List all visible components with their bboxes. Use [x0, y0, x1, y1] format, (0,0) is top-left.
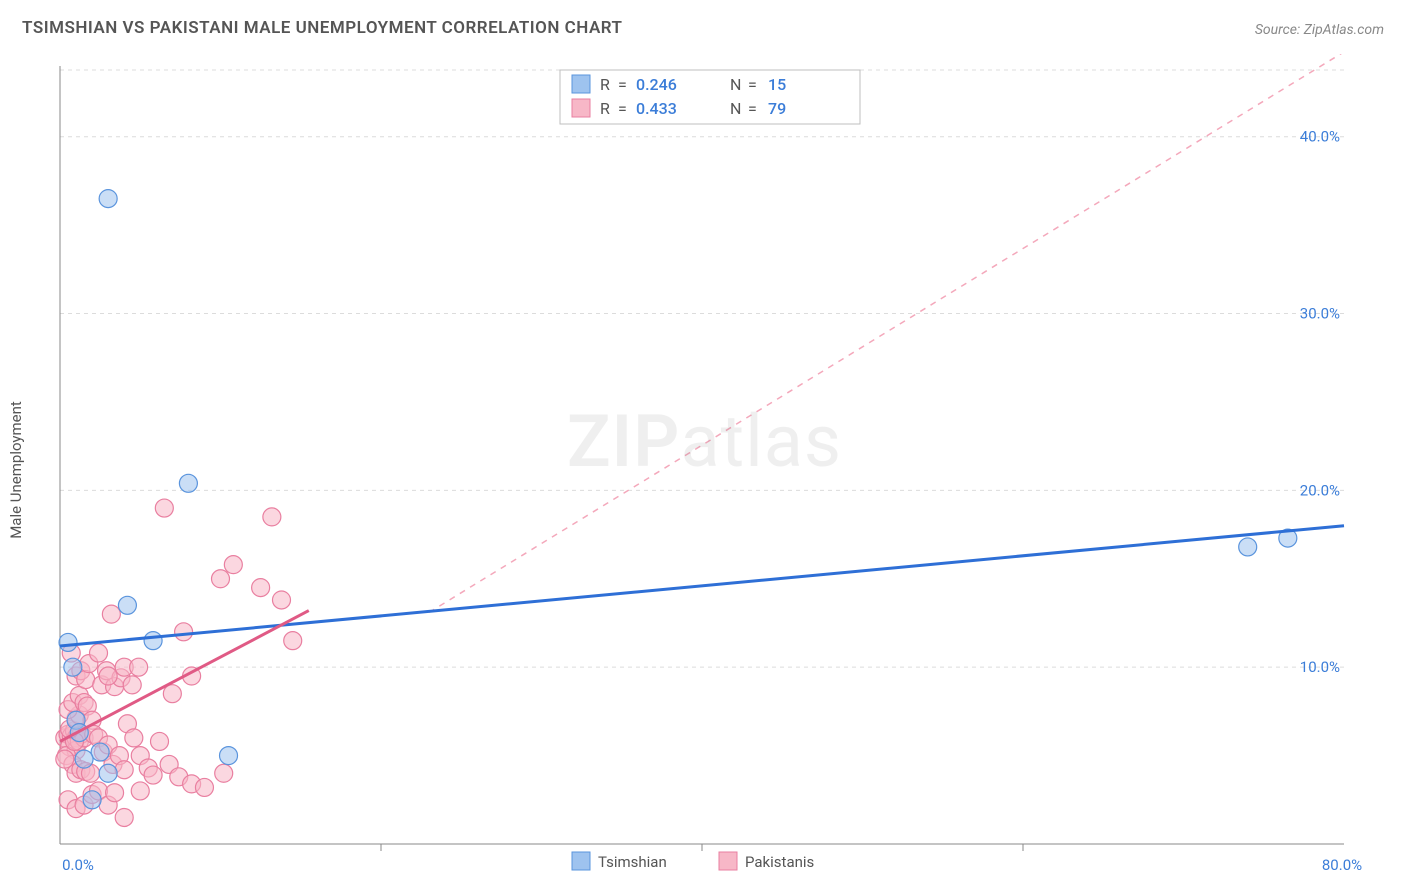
svg-text:30.0%: 30.0% — [1300, 305, 1340, 323]
data-point — [155, 499, 173, 517]
svg-text:0.0%: 0.0% — [62, 856, 94, 874]
data-point — [102, 605, 120, 623]
y-axis-label: Male Unemployment — [7, 401, 25, 539]
svg-text:=: = — [748, 75, 757, 94]
data-point — [179, 474, 197, 492]
data-point — [115, 808, 133, 826]
data-point — [272, 591, 290, 609]
data-point — [99, 190, 117, 208]
data-point — [115, 761, 133, 779]
chart-title: TSIMSHIAN VS PAKISTANI MALE UNEMPLOYMENT… — [22, 18, 623, 38]
data-point — [118, 596, 136, 614]
svg-text:N: N — [730, 75, 741, 94]
svg-text:R: R — [600, 99, 610, 118]
svg-text:80.0%: 80.0% — [1322, 856, 1362, 874]
svg-text:=: = — [748, 99, 757, 118]
data-point — [144, 766, 162, 784]
legend-swatch — [719, 852, 737, 870]
data-point — [59, 633, 77, 651]
legend-swatch — [572, 852, 590, 870]
svg-text:40.0%: 40.0% — [1300, 128, 1340, 146]
data-point — [263, 508, 281, 526]
data-point — [56, 750, 74, 768]
svg-text:0.433: 0.433 — [636, 99, 677, 118]
data-point — [91, 743, 109, 761]
data-point — [75, 750, 93, 768]
data-point — [125, 729, 143, 747]
svg-text:=: = — [618, 99, 627, 118]
svg-text:0.246: 0.246 — [636, 75, 677, 94]
data-point — [64, 658, 82, 676]
data-point — [1239, 538, 1257, 556]
data-point — [90, 644, 108, 662]
svg-text:20.0%: 20.0% — [1300, 481, 1340, 499]
legend-label: Tsimshian — [598, 853, 667, 871]
svg-text:R: R — [600, 75, 610, 94]
svg-text:10.0%: 10.0% — [1300, 658, 1340, 676]
data-point — [83, 791, 101, 809]
svg-text:79: 79 — [768, 99, 786, 118]
legend-label: Pakistanis — [745, 853, 814, 871]
svg-text:15: 15 — [768, 75, 786, 94]
data-point — [163, 685, 181, 703]
data-point — [224, 556, 242, 574]
data-point — [195, 778, 213, 796]
svg-text:N: N — [730, 99, 741, 118]
svg-text:=: = — [618, 75, 627, 94]
data-point — [123, 676, 141, 694]
chart-area: Male Unemployment ZIPatlas 10.0%20.0%30.… — [22, 54, 1386, 886]
data-point — [144, 632, 162, 650]
data-point — [284, 632, 302, 650]
data-point — [252, 579, 270, 597]
source-label: Source: ZipAtlas.com — [1255, 22, 1384, 38]
scatter-chart: 10.0% 20.0% 30.0% 40.0% 0.0% 80.0% R = 0.246 N = 15… — [22, 54, 1362, 874]
data-point — [99, 667, 117, 685]
data-point — [99, 764, 117, 782]
data-point — [215, 764, 233, 782]
data-point — [151, 732, 169, 750]
data-point — [131, 782, 149, 800]
data-point — [130, 658, 148, 676]
data-point — [106, 784, 124, 802]
data-point — [212, 570, 230, 588]
data-point — [220, 747, 238, 765]
data-point — [175, 623, 193, 641]
